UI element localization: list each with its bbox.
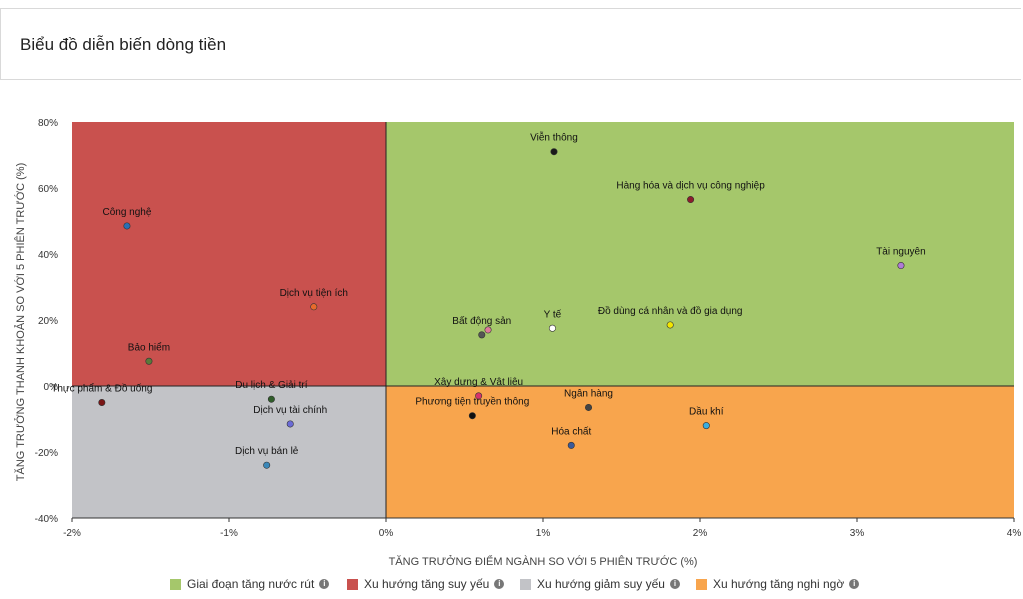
data-point-label: Tài nguyên	[876, 247, 925, 258]
data-point-label: Bảo hiểm	[128, 341, 170, 353]
data-point-label: Hàng hóa và dịch vụ công nghiệp	[616, 181, 765, 192]
data-point	[666, 321, 674, 329]
data-point	[897, 262, 905, 270]
legend-item[interactable]: Giai đoạn tăng nước rút i	[170, 577, 330, 591]
data-point	[123, 222, 131, 230]
x-tick-label: 2%	[693, 528, 708, 539]
quadrant-0	[386, 122, 1014, 386]
data-point-label: Y tế	[544, 308, 562, 320]
legend-label: Xu hướng giảm suy yếu	[537, 577, 665, 591]
legend-label: Giai đoạn tăng nước rút	[187, 577, 315, 591]
data-point	[98, 398, 106, 406]
info-icon[interactable]: i	[849, 579, 860, 589]
data-point-label: Dịch vụ tài chính	[253, 405, 327, 416]
legend-swatch	[696, 578, 707, 590]
data-point-label: Dịch vụ tiện ích	[280, 288, 348, 299]
data-point	[263, 461, 271, 469]
chart-legend: Giai đoạn tăng nước rút i Xu hướng tăng su…	[0, 577, 1023, 593]
x-tick-label: 0%	[379, 528, 394, 539]
data-point-label: Viễn thông	[530, 131, 578, 144]
info-icon[interactable]: i	[669, 579, 680, 589]
page-title: Biểu đồ diễn biến dòng tiền	[20, 35, 227, 54]
legend-item[interactable]: Xu hướng tăng suy yếu i	[347, 577, 505, 591]
y-tick-label: 20%	[38, 316, 58, 327]
data-point	[567, 441, 575, 449]
data-point-label: Du lịch & Giải trí	[235, 380, 307, 391]
data-point	[585, 403, 593, 411]
cashflow-scatter-chart: -2% -1% 0% 1% 2% 3% 4% -40% -20% 0% 20% 40% 60% 80% TĂ…	[14, 118, 1022, 568]
data-point	[475, 392, 483, 400]
y-tick-label: 40%	[38, 250, 58, 261]
data-point	[548, 324, 556, 332]
x-axis-title: TĂNG TRƯỞNG ĐIỂM NGÀNH SO VỚI 5 PHIÊN TR…	[389, 555, 698, 568]
data-point	[267, 395, 275, 403]
y-tick-label: -40%	[35, 514, 58, 525]
data-point-label: Bất động sản	[452, 315, 511, 327]
data-point-label: Hóa chất	[551, 425, 591, 437]
data-point-label: Ngân hàng	[564, 388, 613, 399]
info-icon[interactable]: i	[319, 579, 330, 589]
x-tick-label: 4%	[1007, 528, 1022, 539]
data-point-label: Dịch vụ bán lẻ	[235, 446, 299, 457]
legend-label: Xu hướng tăng nghi ngờ	[713, 577, 845, 591]
data-point-label: Xây dựng & Vật liệu	[434, 377, 523, 388]
y-tick-label: 60%	[38, 184, 58, 195]
legend-item[interactable]: Xu hướng giảm suy yếu i	[520, 577, 680, 591]
chart-header: Biểu đồ diễn biến dòng tiền	[0, 8, 1021, 80]
data-point	[145, 357, 153, 365]
x-tick-label: -1%	[220, 528, 238, 539]
data-point	[687, 196, 695, 204]
data-point-label: Dầu khí	[689, 406, 724, 418]
y-tick-label: -20%	[35, 448, 58, 459]
data-point	[310, 303, 318, 311]
x-tick-label: 3%	[850, 528, 865, 539]
y-axis-title: TĂNG TRƯỞNG THANH KHOẢN SO VỚI 5 PHIÊN T…	[14, 163, 27, 481]
data-point	[468, 412, 476, 420]
x-tick-label: 1%	[536, 528, 551, 539]
x-tick-label: -2%	[63, 528, 81, 539]
data-point-label: Công nghệ	[102, 207, 151, 218]
data-point	[484, 326, 492, 334]
y-tick-label: 0%	[44, 382, 59, 393]
data-point	[478, 331, 486, 339]
info-icon[interactable]: i	[494, 579, 505, 589]
legend-label: Xu hướng tăng suy yếu	[364, 577, 490, 591]
quadrant-3	[386, 386, 1014, 518]
y-tick-label: 80%	[38, 118, 58, 129]
data-point	[550, 148, 558, 156]
data-point-label: Đồ dùng cá nhân và đồ gia dụng	[598, 305, 743, 317]
legend-swatch	[520, 578, 531, 590]
legend-swatch	[347, 578, 358, 590]
data-point-label: Thực phẩm & Đồ uống	[51, 383, 152, 395]
quadrant-2	[72, 386, 386, 518]
legend-swatch	[170, 578, 181, 590]
legend-item[interactable]: Xu hướng tăng nghi ngờ i	[696, 577, 860, 591]
data-point-label: Phương tiện truyền thông	[415, 396, 529, 408]
data-point	[702, 422, 710, 430]
quadrant-1	[72, 122, 386, 386]
data-point	[286, 420, 294, 428]
